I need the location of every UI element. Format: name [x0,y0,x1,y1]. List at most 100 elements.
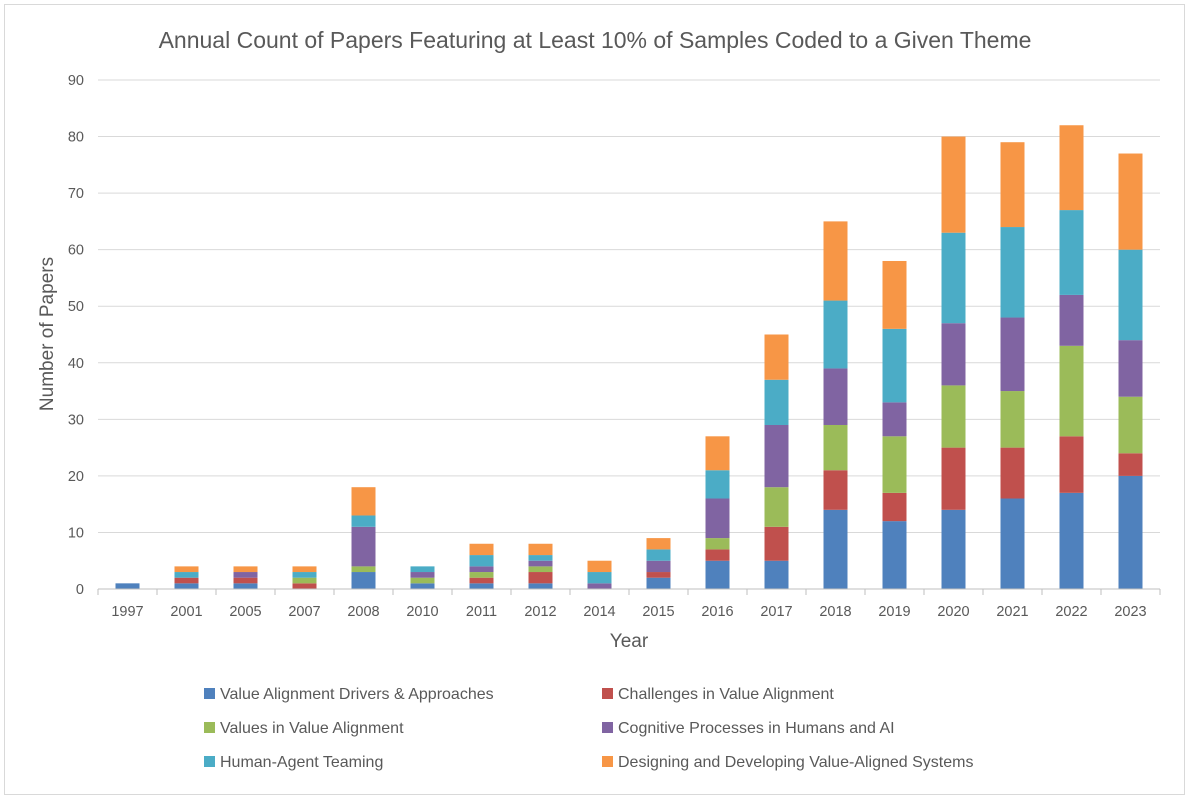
bar-segment [823,424,848,471]
legend-swatch [602,688,613,699]
bar-segment [410,583,435,589]
axes: 0 10 20 30 40 50 60 70 80 90 1997 2001 2005 2007 2008 2… [68,73,1161,620]
x-tick-label: 2011 [466,604,497,620]
bar-segment [941,323,966,386]
bar-segment [941,385,966,448]
bar-segment [351,572,376,589]
bar-segment [882,521,907,589]
bar-segment [882,328,907,403]
bar-segment [528,572,553,584]
bar-segment [1059,345,1084,437]
bar-segment [705,436,730,471]
bar-segment [882,260,907,329]
legend-swatch [204,688,215,699]
x-tick-label: 2023 [1114,604,1146,620]
bar-segment [764,424,789,488]
bar-segment [528,583,553,589]
bar-segment [351,566,376,573]
bar-segment [705,498,730,539]
y-tick-label: 10 [68,525,84,541]
bar-segment [528,560,553,567]
bar-segment [528,566,553,573]
x-tick-label: 2005 [229,604,261,620]
x-tick-label: 2016 [701,604,733,620]
bar-segment [587,572,612,584]
bar-segment [587,560,612,573]
bar-segment [292,583,317,589]
bar-segment [115,583,140,589]
bar-segment [823,470,848,510]
legend-label: Designing and Developing Value-Aligned S… [618,754,973,771]
legend-label: Values in Value Alignment [220,720,404,737]
y-tick-label: 80 [68,130,84,146]
bar-segment [1059,210,1084,295]
chart-title: Annual Count of Papers Featuring at Leas… [159,27,1032,53]
bar-segment [1118,453,1143,476]
bar-segment [705,538,730,550]
bar-segment [1118,153,1143,250]
y-tick-label: 50 [68,299,84,315]
bar-segment [469,543,494,556]
y-tick-label: 40 [68,356,84,372]
bar-segment [1059,294,1084,346]
bar-segment [941,447,966,510]
bar-segment [823,509,848,589]
legend-label: Value Alignment Drivers & Approaches [220,686,494,703]
x-tick-label: 2021 [996,604,1028,620]
bar-segment [1000,142,1025,228]
bar-segment [646,577,671,589]
legend-label: Human-Agent Teaming [220,754,383,771]
legend: Value Alignment Drivers & Approaches Chal… [204,686,973,771]
bar-segment [764,526,789,561]
bar-segment [764,487,789,527]
y-tick-label: 0 [76,582,84,598]
bar-segment [1000,447,1025,499]
legend-swatch [602,722,613,733]
chart-frame [4,4,1185,795]
x-tick-label: 2010 [406,604,438,620]
bar-segment [351,487,376,516]
bar-segment [1059,125,1084,211]
legend-label: Challenges in Value Alignment [618,686,834,703]
bar-segment [1118,249,1143,341]
bar-segment [410,566,435,573]
y-tick-label: 60 [68,243,84,259]
bar-segment [941,136,966,233]
grid-lines [98,79,1160,533]
bar-segment [469,583,494,589]
bar-segment [1059,436,1084,493]
bar-segment [587,583,612,589]
bar-segment [882,402,907,437]
bar-segment [823,221,848,301]
bar-segment [646,549,671,561]
y-tick-label: 70 [68,186,84,202]
bar-segment [410,577,435,584]
bar-segment [882,436,907,493]
bar-segment [764,334,789,380]
bar-segment [469,572,494,578]
bar-segment [469,577,494,584]
legend-swatch [602,756,613,767]
bar-segment [823,300,848,369]
y-tick-label: 90 [68,73,84,89]
bar-segment [882,492,907,522]
bar-segment [174,572,199,578]
legend-label: Cognitive Processes in Humans and AI [618,720,895,737]
bar-segment [469,555,494,567]
bar-segment [705,470,730,499]
bar-segment [233,577,258,584]
x-tick-label: 2001 [170,604,202,620]
bar-segment [1000,498,1025,589]
bar-segment [1000,317,1025,392]
x-axis-title: Year [610,631,649,652]
legend-swatch [204,756,215,767]
bar-segment [528,543,553,556]
bar-segment [351,526,376,567]
bar-segment [233,566,258,573]
y-tick-label: 30 [68,412,84,428]
x-tick-label: 1997 [111,604,143,620]
bar-segment [764,560,789,589]
bar-segment [646,560,671,573]
x-tick-label: 2020 [937,604,969,620]
